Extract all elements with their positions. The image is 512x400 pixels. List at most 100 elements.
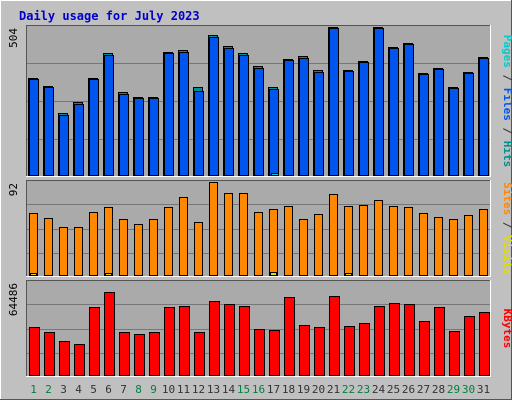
panel-kbytes: 64486 KBytes [7, 280, 512, 377]
visits-sites-bar [270, 272, 277, 276]
hits-files-bar [149, 98, 159, 176]
kbytes-kbytes-bar [449, 331, 460, 376]
kbytes-kbytes-bar [269, 330, 280, 376]
kbytes-kbytes-bar [374, 306, 385, 376]
visits-visits-bar [269, 209, 278, 276]
visits-axis-label: Sites / Visits [501, 182, 512, 275]
kbytes-kbytes-bar [404, 304, 415, 376]
day-label: 29 [447, 383, 460, 396]
day-label: 21 [327, 383, 340, 396]
hits-axis-label-part: Pages [501, 35, 512, 68]
day-label: 24 [372, 383, 386, 396]
hits-axis-label: Pages / Files / Hits [501, 35, 512, 168]
chart-title: Daily usage for July 2023 [19, 9, 200, 23]
visits-visits-bar [434, 217, 443, 276]
day-label: 12 [192, 383, 205, 396]
kbytes-kbytes-bar [344, 326, 355, 376]
day-label: 2 [45, 383, 52, 396]
hits-files-bar [104, 55, 114, 176]
visits-visits-bar [104, 207, 113, 276]
kbytes-kbytes-bar [59, 341, 70, 376]
chart-panels: 504 Pages / Files / Hits 92 Sites / Visits 6… [7, 25, 512, 377]
visits-visits-bar [374, 200, 383, 276]
kbytes-kbytes-bar [74, 344, 85, 376]
visits-max-value-label: 92 [7, 183, 20, 196]
day-label: 15 [237, 383, 250, 396]
day-label: 9 [150, 383, 157, 396]
kbytes-kbytes-bar [119, 332, 130, 376]
kbytes-kbytes-bar [284, 297, 295, 376]
hits-files-bar [209, 37, 219, 176]
hits-files-bar [374, 28, 384, 176]
day-label: 27 [417, 383, 430, 396]
kbytes-kbytes-bar [44, 332, 55, 376]
day-label: 28 [432, 383, 445, 396]
panel-hits: 504 Pages / Files / Hits [7, 25, 512, 177]
visits-visits-bar [299, 219, 308, 276]
visits-visits-bar [209, 182, 218, 276]
hits-files-bar [254, 68, 264, 176]
visits-visits-bar [149, 219, 158, 276]
day-label: 5 [90, 383, 97, 396]
visits-sites-bar [345, 273, 352, 276]
visits-sites-bar [105, 273, 112, 276]
day-label: 13 [207, 383, 220, 396]
kbytes-kbytes-bar [239, 306, 250, 376]
hits-files-bar [224, 48, 234, 176]
hits-pages-bar [271, 173, 279, 176]
kbytes-max-value-label: 64486 [7, 283, 20, 316]
day-label: 6 [105, 383, 112, 396]
visits-visits-bar [89, 212, 98, 276]
kbytes-kbytes-bar [314, 327, 325, 376]
visits-visits-bar [74, 227, 83, 276]
day-label: 4 [75, 383, 82, 396]
visits-visits-bar [194, 222, 203, 276]
hits-files-bar [284, 60, 294, 176]
visits-visits-bar [419, 213, 428, 276]
kbytes-kbytes-bar [479, 312, 490, 376]
hits-files-bar [389, 48, 399, 176]
day-label: 19 [297, 383, 310, 396]
visits-visits-bar [329, 194, 338, 276]
hits-files-bar [419, 74, 429, 176]
day-label: 3 [60, 383, 67, 396]
kbytes-kbytes-bar [209, 301, 220, 376]
kbytes-kbytes-bar [194, 332, 205, 376]
visits-axis-label-part: Sites [501, 182, 512, 215]
visits-visits-bar [29, 213, 38, 276]
hits-files-bar [344, 71, 354, 176]
day-label: 14 [222, 383, 236, 396]
hits-files-bar [29, 79, 39, 176]
kbytes-kbytes-bar [224, 304, 235, 376]
kbytes-kbytes-bar [89, 307, 100, 376]
day-label: 1 [30, 383, 37, 396]
hits-axis-label-part: Files [501, 88, 512, 121]
kbytes-kbytes-bar [134, 334, 145, 376]
hits-files-bar [179, 52, 189, 176]
hits-files-bar [464, 73, 474, 176]
visits-visits-bar [239, 193, 248, 276]
kbytes-axis-label: KBytes [501, 309, 512, 349]
kbytes-kbytes-bar [149, 332, 160, 376]
kbytes-kbytes-bar [164, 307, 175, 376]
kbytes-kbytes-bar [359, 323, 370, 376]
day-label: 17 [267, 383, 280, 396]
hits-files-bar [239, 55, 249, 176]
kbytes-kbytes-bar [434, 307, 445, 376]
kbytes-kbytes-bar [299, 325, 310, 376]
day-label: 22 [342, 383, 355, 396]
hits-axis-label-part: Hits [501, 141, 512, 168]
visits-visits-bar [479, 209, 488, 276]
day-label: 30 [462, 383, 475, 396]
hits-max-value-label: 504 [7, 28, 20, 48]
hits-files-bar [134, 98, 144, 176]
visits-visits-bar [449, 219, 458, 276]
hits-files-bar [434, 69, 444, 176]
visits-visits-bar [134, 224, 143, 276]
day-label: 31 [477, 383, 490, 396]
kbytes-kbytes-bar [419, 321, 430, 376]
hits-files-bar [449, 88, 459, 176]
kbytes-kbytes-bar [389, 303, 400, 376]
